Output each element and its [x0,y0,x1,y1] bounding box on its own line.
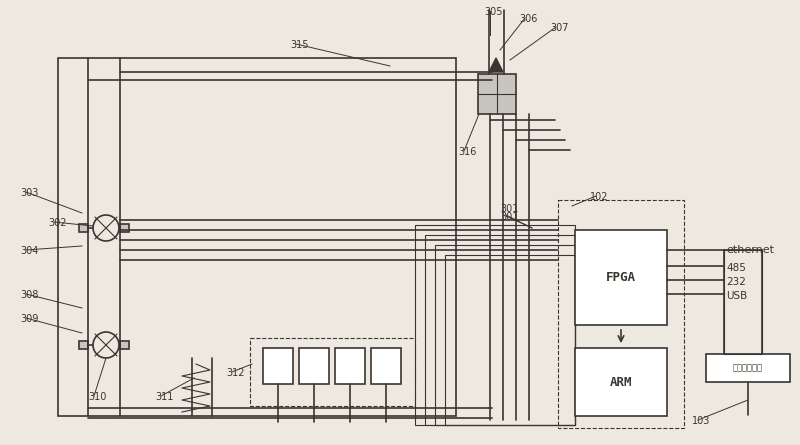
Text: 308: 308 [20,290,38,300]
Text: 301: 301 [500,204,518,214]
Text: USB: USB [726,291,747,301]
Text: 302: 302 [48,218,66,228]
Text: 315: 315 [290,40,309,50]
Bar [250,338,415,406]
Text: FPGA: FPGA [606,271,636,284]
Text: 311: 311 [155,392,174,402]
Text: 303: 303 [20,188,38,198]
Bar [335,348,365,384]
Bar [575,348,667,416]
Bar [425,235,575,425]
Text: 304: 304 [20,246,38,256]
Bar [706,354,790,382]
Bar [120,341,129,349]
Text: 301: 301 [500,212,518,222]
Text: 305: 305 [484,7,502,17]
Text: 309: 309 [20,314,38,324]
Text: 306: 306 [519,14,538,24]
Text: ARM: ARM [610,376,632,388]
Text: 数据控制中心: 数据控制中心 [733,364,763,372]
Bar [263,348,293,384]
Bar [724,250,762,354]
Bar [445,255,575,425]
Text: 316: 316 [458,147,476,157]
Bar [79,341,88,349]
Bar [371,348,401,384]
Text: 312: 312 [226,368,245,378]
Bar [575,230,667,325]
Bar [120,224,129,232]
Text: 307: 307 [550,23,569,33]
Text: ethernet: ethernet [726,245,774,255]
Bar [415,225,575,425]
Bar [79,224,88,232]
Text: 103: 103 [692,416,710,426]
Text: 232: 232 [726,277,746,287]
Text: 310: 310 [88,392,106,402]
Bar [558,200,684,428]
Bar [299,348,329,384]
Text: 102: 102 [590,192,609,202]
Bar [478,74,516,114]
Polygon shape [489,58,503,72]
Bar [58,58,456,416]
Bar [435,245,575,425]
Text: 485: 485 [726,263,746,273]
